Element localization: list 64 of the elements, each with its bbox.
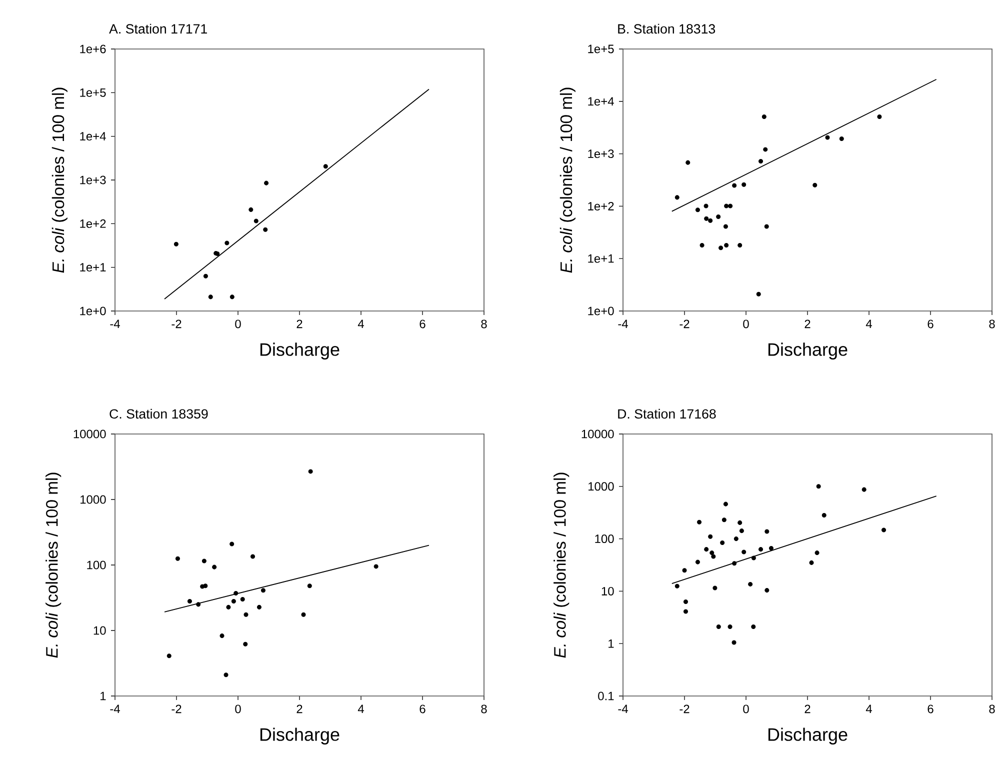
y-tick-label: 1 — [100, 692, 106, 700]
y-axis-title: E. coli (colonies / 100 ml) — [560, 88, 576, 273]
x-tick-label: 6 — [928, 320, 934, 328]
x-tick-label: 2 — [296, 320, 302, 328]
y-tick-label: 1e+5 — [80, 88, 106, 97]
y-tick-label: 1000 — [80, 495, 106, 504]
x-tick-label: 4 — [358, 704, 364, 713]
x-tick-label: 6 — [928, 704, 934, 714]
x-axis-title: Discharge — [768, 342, 848, 360]
y-axis-title: E. coli (colonies / 100 ml) — [52, 88, 68, 273]
x-axis-title: Discharge — [260, 728, 340, 744]
y-tick-label: 1e+5 — [588, 44, 614, 54]
y-tick-label: 1e+4 — [80, 132, 106, 141]
y-tick-label: 10 — [602, 586, 614, 596]
y-tick-label: 10 — [94, 626, 106, 635]
y-tick-label: 1e+1 — [588, 254, 614, 263]
x-tick-label: -2 — [680, 320, 690, 328]
y-tick-label: 0.1 — [598, 692, 614, 700]
chart-title: A. Station 17171 — [109, 24, 207, 34]
y-tick-label: 100 — [87, 560, 106, 570]
x-tick-label: -2 — [172, 320, 182, 328]
x-tick-label: -2 — [172, 704, 182, 714]
chart-title: D. Station 17168 — [618, 408, 716, 419]
y-axis-title: E. coli (colonies / 100 ml) — [46, 472, 62, 658]
x-tick-label: -4 — [618, 704, 628, 713]
x-axis-title: Discharge — [768, 728, 848, 744]
y-tick-label: 1000 — [588, 482, 614, 491]
y-tick-label: 1e+0 — [588, 306, 614, 316]
x-tick-label: 8 — [481, 320, 487, 328]
x-tick-label: 8 — [989, 320, 995, 328]
x-tick-label: 4 — [866, 320, 872, 328]
x-tick-label: 6 — [420, 704, 426, 714]
x-tick-label: 2 — [296, 704, 302, 714]
x-tick-label: 4 — [866, 704, 872, 713]
y-tick-label: 1e+0 — [80, 306, 106, 316]
y-tick-label: 10000 — [582, 430, 614, 438]
x-tick-label: 2 — [804, 704, 810, 714]
y-tick-label: 1e+1 — [80, 263, 106, 272]
x-tick-label: 0 — [235, 704, 241, 714]
x-tick-label: -4 — [110, 704, 120, 713]
y-tick-label: 1e+6 — [80, 44, 106, 54]
x-tick-label: 8 — [989, 704, 995, 714]
chart-title: C. Station 18359 — [110, 408, 208, 419]
x-tick-label: -4 — [618, 320, 628, 328]
y-axis-title: E. coli (colonies / 100 ml) — [554, 472, 570, 658]
chart-title: B. Station 18313 — [618, 24, 716, 34]
y-tick-label: 1e+2 — [588, 202, 614, 210]
x-tick-label: 2 — [804, 320, 810, 328]
y-tick-label: 1 — [608, 639, 614, 648]
x-axis-title: Discharge — [260, 342, 340, 360]
x-tick-label: 6 — [420, 320, 426, 328]
x-tick-label: 8 — [481, 704, 487, 714]
y-tick-label: 1e+3 — [588, 150, 614, 158]
y-tick-label: 1e+3 — [80, 176, 106, 184]
x-tick-label: 0 — [743, 704, 749, 714]
x-tick-label: -2 — [680, 704, 690, 714]
x-tick-label: -4 — [110, 320, 120, 328]
x-tick-label: 0 — [235, 320, 241, 328]
y-tick-label: 100 — [595, 534, 614, 544]
y-tick-label: 1e+4 — [588, 97, 614, 106]
x-tick-label: 4 — [358, 320, 364, 328]
x-tick-label: 0 — [743, 320, 749, 328]
y-tick-label: 1e+2 — [80, 219, 106, 228]
y-tick-label: 10000 — [74, 430, 106, 438]
